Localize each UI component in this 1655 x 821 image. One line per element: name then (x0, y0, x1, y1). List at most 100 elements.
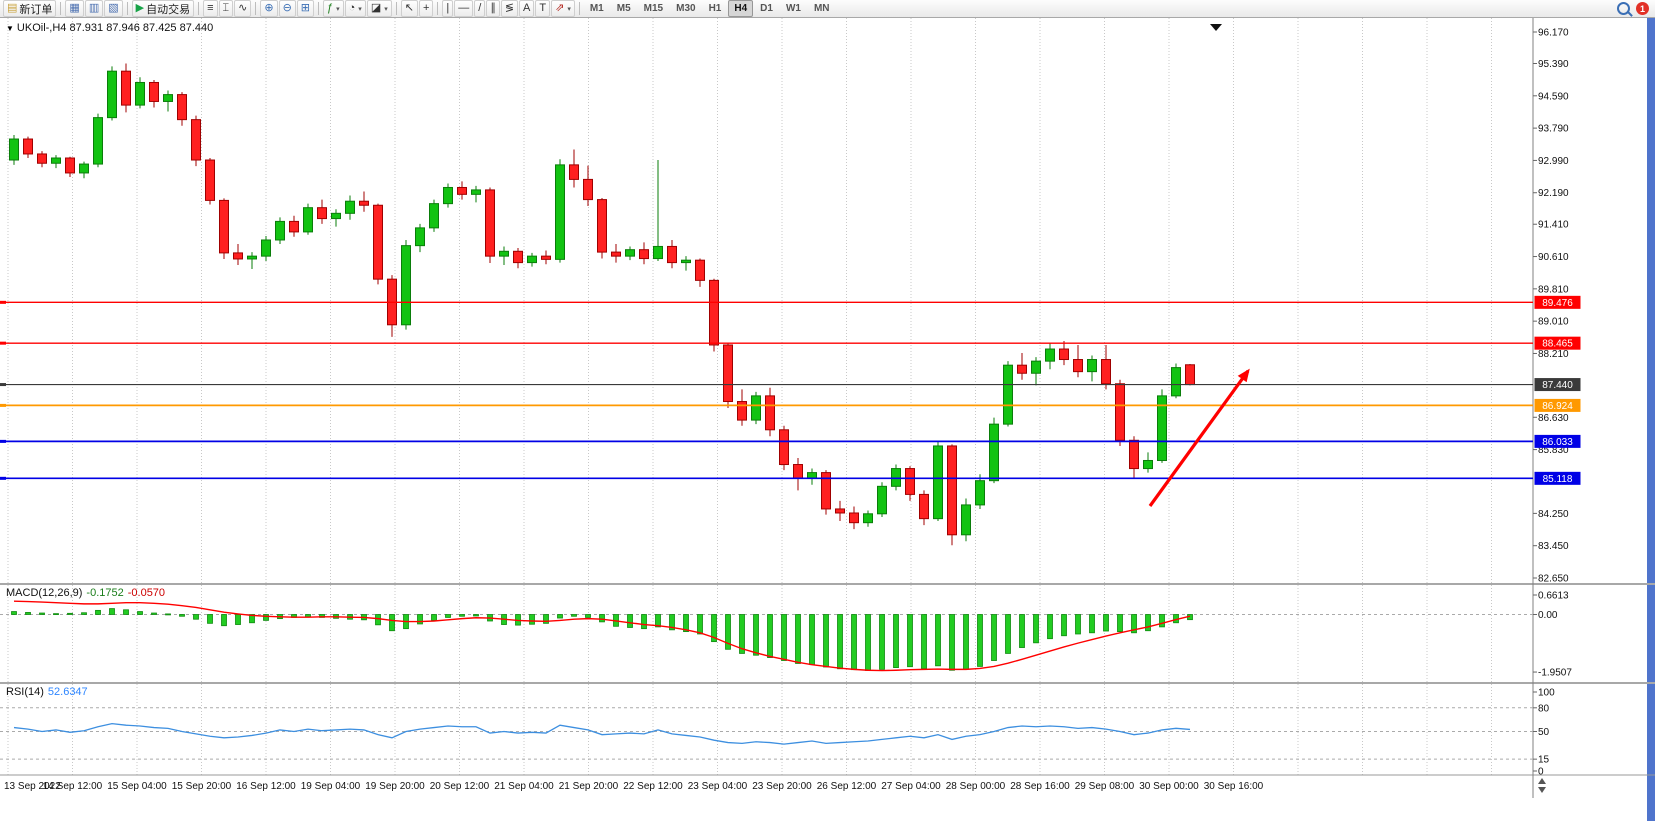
macd-histogram-bar (1075, 614, 1081, 635)
macd-histogram-bar (445, 614, 451, 618)
price-tick-label: 88.210 (1538, 349, 1569, 360)
candle-body (429, 203, 439, 229)
candle-body (891, 468, 901, 487)
text-icon[interactable]: A (519, 0, 535, 17)
macd-histogram-bar (753, 614, 759, 656)
candle-body (1143, 459, 1153, 470)
candle-body (583, 178, 593, 201)
period-icon[interactable]: ◔ ▾ (344, 0, 366, 17)
template-icon[interactable]: ◪ ▾ (366, 0, 392, 17)
candle-body (653, 245, 663, 260)
macd-histogram-bar (851, 614, 857, 671)
macd-histogram-bar (641, 614, 647, 630)
candle-body (527, 255, 537, 264)
macd-histogram-bar (1103, 614, 1109, 632)
macd-histogram-bar (1019, 614, 1025, 648)
candle-body (191, 119, 201, 161)
scroll-up-arrow[interactable] (1538, 778, 1546, 784)
candle-body (233, 252, 243, 260)
macd-histogram-bar (1033, 614, 1039, 644)
candlestick-chart-icon[interactable]: ⌶ (218, 0, 234, 17)
price-badge: 86.924 (1534, 398, 1581, 412)
price-badge-box (1534, 471, 1581, 485)
line-left-anchor (0, 300, 6, 304)
candle-body (975, 480, 985, 506)
timeframe-mn-button[interactable]: MN (813, 3, 830, 14)
macd-histogram-bar (963, 614, 969, 670)
rsi-tick-label: 15 (1538, 755, 1550, 766)
window-edge-strip (1647, 18, 1655, 821)
price-tick-label: 95.390 (1538, 59, 1569, 70)
price-tick-label: 94.590 (1538, 91, 1569, 102)
indicators-icon[interactable]: ƒ ▾ (323, 0, 344, 17)
candle-body (317, 207, 327, 220)
zoom-in-icon[interactable]: ⊕ (260, 0, 278, 17)
fibonacci-icon[interactable]: ≶ (500, 0, 519, 17)
timeframe-m15-button[interactable]: M15 (643, 3, 664, 14)
candle-body (1045, 348, 1055, 362)
macd-histogram-bar (529, 614, 535, 625)
auto-trading-button[interactable]: ▶ 自动交易 (131, 0, 195, 17)
candle-body (625, 249, 635, 257)
macd-histogram-bar (949, 614, 955, 671)
candle-body (219, 199, 229, 254)
tile-windows-icon[interactable]: ⊞ (296, 0, 314, 17)
cursor-icon[interactable]: ↖ (400, 0, 418, 17)
macd-histogram-bar (571, 614, 577, 617)
notification-badge[interactable]: 1 (1636, 2, 1649, 15)
macd-histogram-bar (739, 614, 745, 654)
price-tick-label: 89.010 (1538, 317, 1569, 328)
scroll-down-arrow[interactable] (1538, 787, 1546, 793)
timeframe-m30-button[interactable]: M30 (676, 3, 696, 14)
candle-body (555, 164, 565, 260)
label-icon: T (539, 2, 547, 14)
macd-layer (11, 600, 1193, 672)
candle-body (947, 445, 957, 536)
timeframe-m5-button[interactable]: M5 (616, 3, 631, 14)
price-tick-label: 92.990 (1538, 156, 1569, 167)
line-chart-icon[interactable]: ∿ (234, 0, 252, 17)
trend-arrow-object[interactable] (1148, 368, 1250, 507)
zoom-out-icon[interactable]: ⊖ (278, 0, 296, 17)
data-window-icon[interactable]: ▥ (84, 0, 104, 17)
timeframe-m1-button[interactable]: M1 (589, 3, 604, 14)
vertical-line-icon[interactable]: | (442, 0, 454, 17)
timeframe-w1-button[interactable]: W1 (785, 3, 801, 14)
new-order-icon: ▤ (7, 2, 18, 14)
label-icon[interactable]: T (535, 0, 551, 17)
timeframe-h4-button[interactable]: H4 (728, 0, 754, 17)
line-left-anchor (0, 341, 6, 345)
macd-histogram-bar (109, 608, 115, 615)
new-order-button[interactable]: ▤ 新订单 (3, 0, 57, 17)
macd-histogram-bar (879, 614, 885, 670)
trendline-icon[interactable]: / (474, 0, 486, 17)
price-tick-label: 96.170 (1538, 28, 1569, 39)
candle-body (765, 395, 775, 431)
macd-histogram-bar (795, 614, 801, 664)
arrows-icon[interactable]: ⇗ ▾ (551, 0, 575, 17)
macd-histogram-bar (543, 614, 549, 624)
price-badge-label: 87.440 (1542, 380, 1573, 391)
price-badge-label: 86.033 (1542, 437, 1573, 448)
horizontal-line-icon[interactable]: — (454, 0, 474, 17)
candle-body (639, 249, 649, 260)
crosshair-icon[interactable]: + (418, 0, 434, 17)
macd-histogram-bar (137, 611, 143, 615)
candle-body (667, 245, 677, 264)
price-badge-box (1534, 434, 1581, 448)
macd-tick-label: 0.00 (1538, 610, 1558, 621)
timeframe-d1-button[interactable]: D1 (760, 3, 773, 14)
candle-body (9, 138, 19, 161)
channel-icon[interactable]: ∥ (486, 0, 500, 17)
market-watch-icon[interactable]: ▦ (65, 0, 84, 17)
macd-histogram-bar (193, 614, 199, 620)
toolbar: ▤ 新订单 ▦ ▥ ▧ ▶ 自动交易 ≡ ⌶ ∿ ⊕ ⊖ ⊞ ƒ ▾ ◔ ▾ ◪ ▾ ↖ + | — / ∥ ≶ A T ⇗ ▾ M1 M5 M… (0, 0, 1655, 18)
macd-histogram-bar (165, 613, 171, 616)
timeframe-h1-button[interactable]: H1 (708, 3, 722, 14)
navigator-icon[interactable]: ▧ (104, 0, 123, 17)
search-icon[interactable] (1617, 2, 1630, 15)
scroll-anchor-icon[interactable] (1210, 24, 1222, 31)
bar-chart-icon[interactable]: ≡ (203, 0, 218, 17)
candle-body (1017, 364, 1027, 374)
